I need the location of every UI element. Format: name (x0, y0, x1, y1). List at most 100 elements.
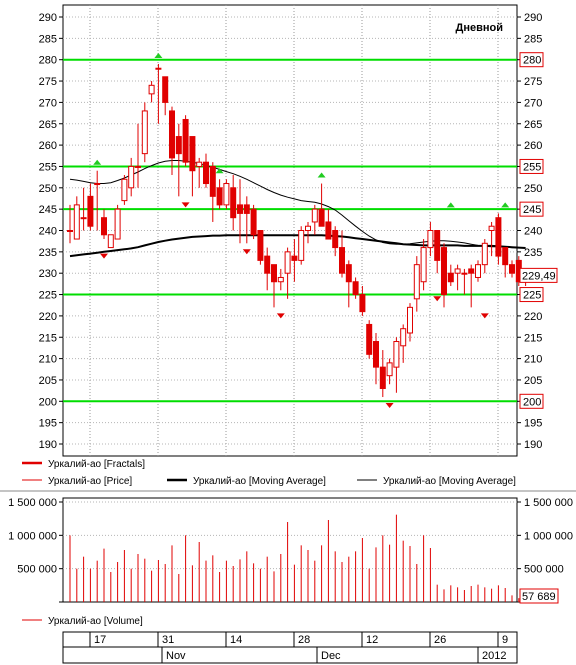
candle-body-down (345, 264, 352, 283)
fractal-up-marker (446, 202, 455, 208)
candle-body-up (311, 208, 318, 223)
fractal-down-marker (100, 253, 108, 259)
moving-average-short (69, 160, 519, 249)
month-label: Nov (166, 650, 186, 662)
price-tick-label-left: 260 (39, 140, 57, 152)
candle-body-up (114, 208, 121, 240)
price-tick-label-left: 200 (39, 396, 57, 408)
level-label-box (519, 287, 544, 303)
fractal-down-marker (276, 313, 285, 319)
date-tick-label: 31 (162, 634, 174, 646)
candle-body-up (475, 264, 481, 278)
month-label: Dec (321, 650, 341, 662)
candle-body-up (128, 165, 135, 189)
legend-label: Уркалий-ао [Price] (48, 476, 132, 487)
candle-body-down (318, 208, 325, 227)
candle-body-down (271, 264, 277, 283)
price-tick-label-right: 205 (524, 375, 542, 387)
candle-body-down (366, 323, 373, 355)
level-label: 200 (523, 396, 541, 408)
candle-body-down (101, 217, 107, 236)
candle-body-up (461, 272, 468, 275)
last-price-box (519, 267, 558, 283)
candle-body-down (209, 165, 216, 197)
price-tick-label-right: 220 (524, 311, 542, 323)
candle-body-down (189, 136, 196, 172)
candle-body-down (509, 264, 515, 274)
price-tick-label-left: 290 (39, 12, 57, 24)
candle-body-up (407, 306, 413, 334)
level-label: 280 (523, 55, 541, 67)
legend-label: Уркалий-ао [Moving Average] (383, 476, 516, 487)
last-volume-box (519, 588, 559, 604)
candle-body-up (298, 230, 305, 261)
level-label-box (519, 393, 544, 409)
candle-body-up (107, 234, 114, 249)
candle-body-down (237, 204, 243, 214)
candle-body-down (250, 208, 257, 236)
price-tick-label-left: 240 (39, 226, 57, 238)
volume-legend-label: Уркалий-ао [Volume] (48, 616, 143, 627)
candle-body-down (495, 217, 502, 257)
price-tick-label-right: 195 (524, 418, 542, 430)
price-tick-label-left: 245 (39, 204, 57, 216)
legend-label: Уркалий-ао [Fractals] (48, 459, 145, 470)
date-tick-label: 28 (298, 634, 310, 646)
candle-body-up (393, 341, 400, 368)
level-label-box (519, 201, 544, 217)
candle-body-down (502, 247, 509, 266)
candle-body-down (87, 195, 94, 227)
last-price-label: 229,49 (522, 270, 556, 282)
candle-body-down (291, 255, 298, 261)
candle-body-down (325, 221, 332, 240)
level-label: 255 (523, 161, 541, 173)
candle-body-up (94, 183, 101, 186)
candle-body-up (454, 268, 461, 274)
price-tick-label-left: 285 (39, 33, 57, 45)
price-tick-label-left: 230 (39, 268, 57, 280)
candle-body-up (148, 84, 155, 95)
candle-body-down (332, 230, 339, 249)
price-tick-label-right: 215 (524, 332, 542, 344)
candle-body-down (339, 247, 345, 274)
price-tick-label-right: 275 (524, 76, 542, 88)
price-tick-label-right: 290 (524, 12, 542, 24)
volume-tick-label-right: 1 500 000 (524, 497, 573, 509)
candle-body-down (434, 230, 441, 261)
price-tick-label-right: 235 (524, 247, 542, 259)
candle-body-down (359, 294, 366, 313)
price-tick-label-right: 285 (524, 33, 542, 45)
moving-average-long (69, 234, 526, 258)
candle-body-down (379, 366, 386, 389)
price-tick-label-left: 265 (39, 119, 57, 131)
candle-body-down (243, 204, 250, 214)
candle-body-up (121, 178, 128, 202)
price-tick-label-right: 240 (524, 226, 542, 238)
candle-body-up (196, 161, 203, 167)
candle-body-down (441, 247, 447, 296)
volume-tick-label-left: 500 000 (17, 564, 57, 576)
date-tick-label: 9 (502, 634, 508, 646)
candle-body-up (400, 328, 407, 347)
fractal-up-marker (317, 172, 326, 178)
candle-body-down (230, 187, 237, 219)
candle-body-up (488, 225, 495, 231)
fractal-up-marker (154, 52, 163, 58)
date-tick-label: 17 (94, 634, 106, 646)
candle-body-down (264, 255, 271, 274)
period-label: Дневной (456, 22, 504, 34)
level-label-box (519, 52, 544, 68)
candle-body-up (386, 362, 393, 377)
candle-body-up (427, 230, 434, 249)
volume-tick-label-right: 1 000 000 (524, 530, 573, 542)
price-tick-label-left: 220 (39, 311, 57, 323)
candle-body-up (413, 264, 420, 300)
candle-body-down (373, 341, 379, 368)
volume-tick-label-left: 1 500 000 (8, 497, 57, 509)
month-label: 2012 (482, 650, 506, 662)
fractal-up-marker (93, 159, 102, 165)
candle-body-down (175, 136, 182, 155)
level-label: 225 (523, 290, 541, 302)
candle-body-down (203, 161, 209, 185)
